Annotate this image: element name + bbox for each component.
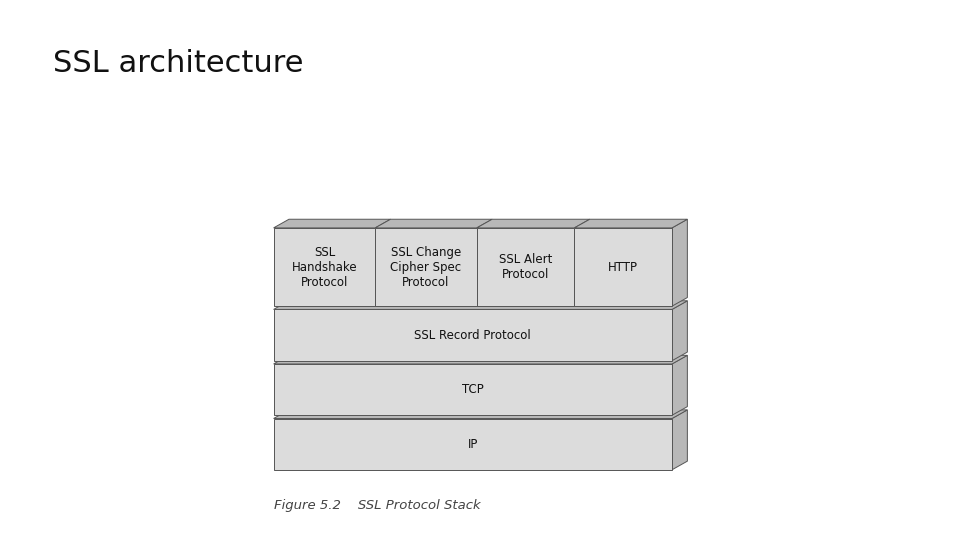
Polygon shape bbox=[672, 410, 687, 470]
Text: Figure 5.2    SSL Protocol Stack: Figure 5.2 SSL Protocol Stack bbox=[274, 500, 480, 512]
Text: SSL Alert
Protocol: SSL Alert Protocol bbox=[499, 253, 552, 281]
Polygon shape bbox=[274, 228, 375, 306]
Polygon shape bbox=[375, 219, 492, 228]
Text: SSL
Handshake
Protocol: SSL Handshake Protocol bbox=[292, 246, 357, 288]
Text: TCP: TCP bbox=[462, 383, 484, 396]
Polygon shape bbox=[375, 228, 477, 306]
Polygon shape bbox=[477, 219, 589, 228]
Polygon shape bbox=[672, 219, 687, 306]
Polygon shape bbox=[672, 301, 687, 361]
Polygon shape bbox=[274, 309, 672, 361]
Text: IP: IP bbox=[468, 437, 478, 451]
Text: SSL architecture: SSL architecture bbox=[53, 49, 303, 78]
Text: SSL Record Protocol: SSL Record Protocol bbox=[415, 328, 531, 342]
Polygon shape bbox=[574, 219, 687, 228]
Polygon shape bbox=[274, 355, 687, 364]
Polygon shape bbox=[274, 418, 672, 470]
Polygon shape bbox=[274, 301, 687, 309]
Polygon shape bbox=[672, 355, 687, 415]
Text: HTTP: HTTP bbox=[609, 260, 638, 274]
Polygon shape bbox=[274, 219, 391, 228]
Polygon shape bbox=[274, 364, 672, 415]
Polygon shape bbox=[477, 228, 574, 306]
Text: SSL Change
Cipher Spec
Protocol: SSL Change Cipher Spec Protocol bbox=[391, 246, 462, 288]
Polygon shape bbox=[574, 228, 672, 306]
Polygon shape bbox=[274, 410, 687, 418]
